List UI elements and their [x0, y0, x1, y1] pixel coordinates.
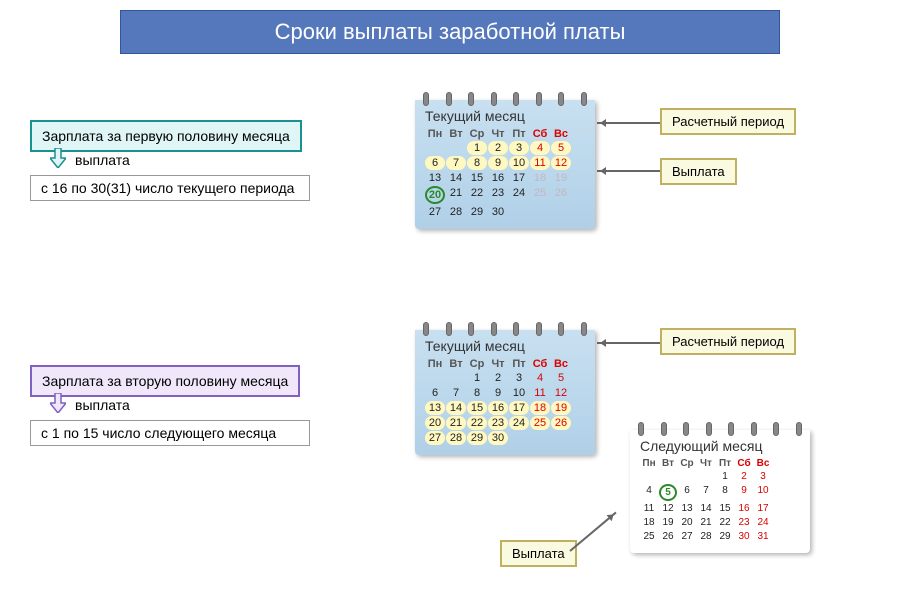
- block2-period: с 1 по 15 число следующего месяца: [30, 420, 310, 446]
- calendar-current-2: Текущий месяц ПнВтСрЧтПтСбВс123456789101…: [415, 330, 595, 455]
- label-payout: Выплата: [660, 158, 737, 185]
- calendar-next: Следующий месяц ПнВтСрЧтПтСбВс1234567891…: [630, 430, 810, 553]
- arrow-down-icon: [50, 148, 66, 168]
- arrow-down-icon: [50, 393, 66, 413]
- cal-title: Текущий месяц: [425, 338, 585, 354]
- arrow-line: [597, 170, 660, 172]
- arrow-line: [569, 512, 616, 552]
- label-payout-2: Выплата: [500, 540, 577, 567]
- block2-payout-label: выплата: [75, 397, 130, 413]
- block1-payout-label: выплата: [75, 152, 130, 168]
- arrow-line: [597, 122, 660, 124]
- block1-period: с 16 по 30(31) число текущего периода: [30, 175, 310, 201]
- cal-title: Следующий месяц: [640, 438, 800, 454]
- page-title: Сроки выплаты заработной платы: [120, 10, 780, 54]
- cal-title: Текущий месяц: [425, 108, 585, 124]
- arrow-line: [597, 342, 660, 344]
- calendar-current-1: Текущий месяц ПнВтСрЧтПтСбВс123456789101…: [415, 100, 595, 229]
- block1-header: Зарплата за первую половину месяца: [30, 120, 302, 152]
- block2-header: Зарплата за вторую половину месяца: [30, 365, 300, 397]
- label-calc-period-2: Расчетный период: [660, 328, 796, 355]
- label-calc-period: Расчетный период: [660, 108, 796, 135]
